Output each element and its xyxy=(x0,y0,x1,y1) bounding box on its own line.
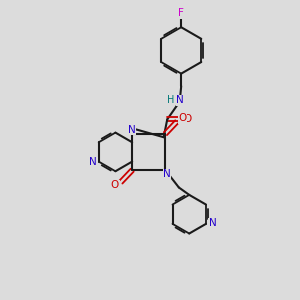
Text: N: N xyxy=(128,125,135,135)
Text: N: N xyxy=(208,218,216,228)
Text: O: O xyxy=(111,180,119,190)
Text: F: F xyxy=(178,8,184,18)
Text: H: H xyxy=(167,95,174,105)
Text: N: N xyxy=(163,169,171,179)
Text: N: N xyxy=(176,95,184,105)
Text: O: O xyxy=(183,114,191,124)
Text: O: O xyxy=(178,113,187,123)
Text: N: N xyxy=(89,157,97,167)
